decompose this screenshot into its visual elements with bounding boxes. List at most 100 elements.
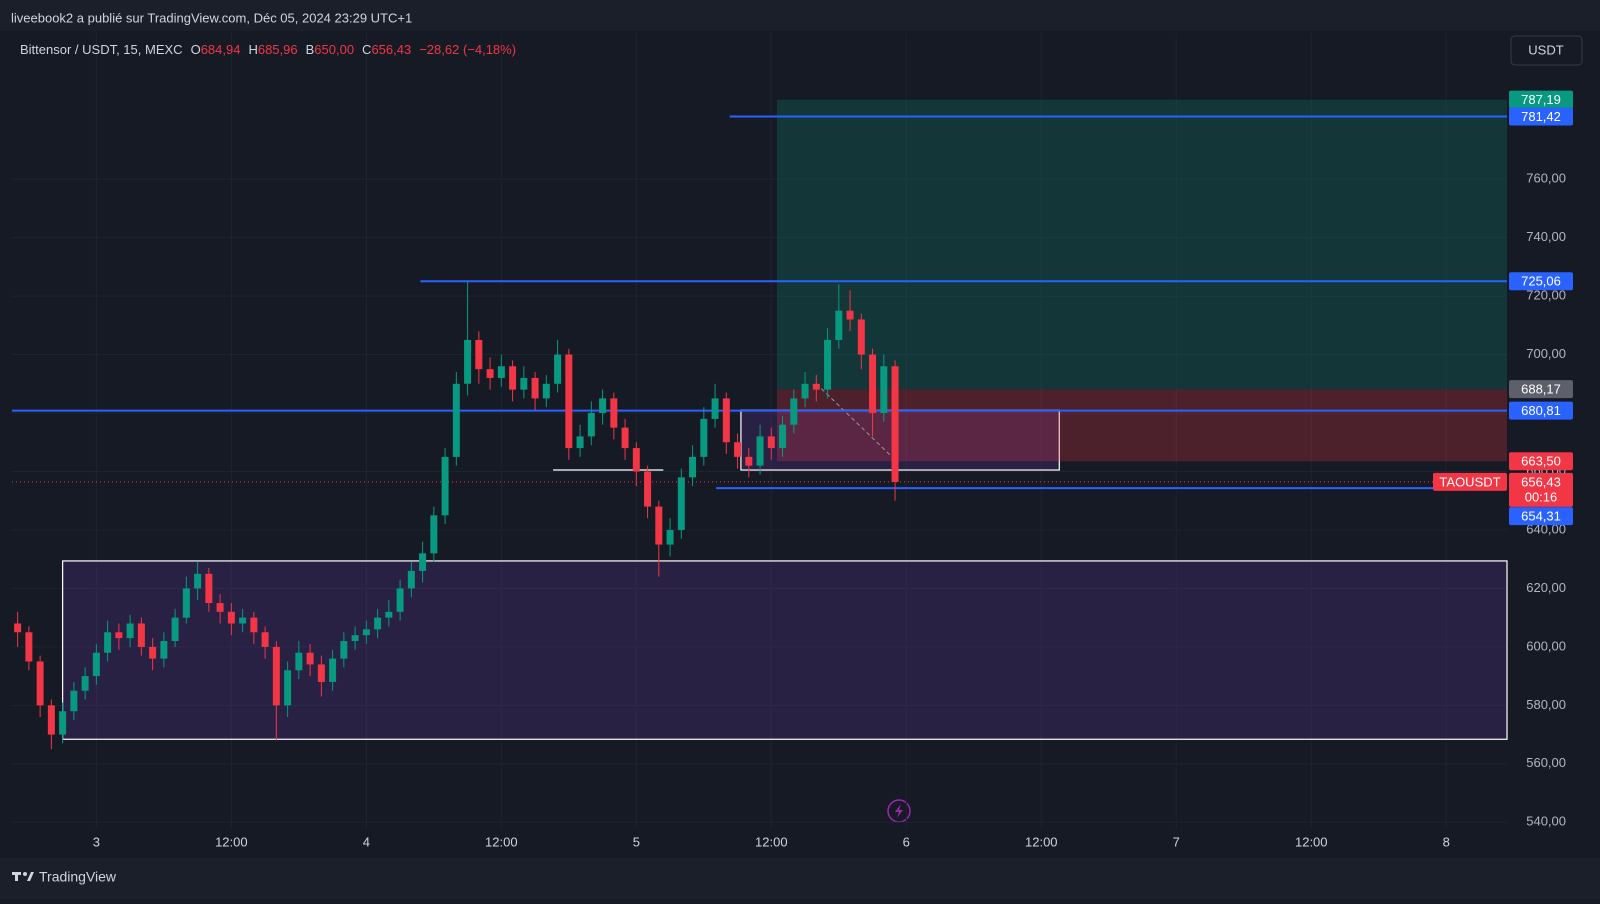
x-tick-label: 12:00 [1295, 834, 1328, 849]
y-tick-label: 540,00 [1526, 814, 1566, 829]
candle-body [194, 573, 202, 589]
entry-label: 688,17 [1521, 382, 1561, 397]
candle-body [419, 553, 427, 571]
brand-logo [12, 872, 34, 881]
candle-body [790, 398, 798, 425]
candle-body [250, 617, 258, 633]
y-tick-label: 700,00 [1526, 346, 1566, 361]
candle-body [756, 436, 764, 466]
candle-body [25, 632, 33, 662]
position-target-area [776, 99, 1507, 390]
level-tag [1509, 401, 1573, 420]
publisher: liveebook2 a publié sur TradingView.com,… [11, 10, 412, 25]
candle-body [216, 603, 224, 612]
candle-body [497, 366, 505, 378]
candle-body [239, 617, 247, 624]
trend-line [815, 383, 896, 461]
legend-value: 656,43 [371, 42, 411, 57]
candle-body [306, 652, 314, 665]
candle-body [734, 442, 742, 457]
candle-body [632, 448, 640, 472]
currency-button[interactable] [1510, 35, 1583, 66]
target-tag [1509, 90, 1573, 109]
candle-body [812, 383, 820, 390]
candle-body [59, 711, 67, 735]
level-label: 781,42 [1521, 109, 1561, 124]
legend-key: H [248, 42, 257, 57]
stop-tag [1509, 452, 1573, 471]
candle-body [644, 471, 652, 507]
candle-body [587, 413, 595, 437]
candle-body [655, 506, 663, 545]
candle-body [261, 632, 269, 647]
candle-body [362, 629, 370, 636]
candle-body [441, 456, 449, 516]
candle-body [464, 339, 472, 384]
level-label: 725,06 [1521, 274, 1561, 289]
ticker-tag [1433, 472, 1507, 491]
candle-body [565, 354, 573, 449]
candle-body [835, 310, 843, 340]
candle-body [542, 383, 550, 399]
candle-body [857, 319, 865, 355]
level-label: 654,31 [1521, 509, 1561, 524]
y-tick-label: 600,00 [1526, 638, 1566, 653]
x-tick-label: 4 [363, 834, 370, 849]
candle-body [846, 310, 854, 320]
x-tick-label: 12:00 [1025, 834, 1058, 849]
candle-body [666, 529, 674, 545]
candle-body [115, 632, 123, 639]
candle-body [891, 366, 899, 482]
candle-body [621, 427, 629, 449]
legend-key: O [191, 42, 201, 57]
candle-body [610, 398, 618, 428]
target-label: 787,19 [1521, 92, 1561, 107]
last-price-label: 656,43 [1521, 474, 1561, 489]
candle-body [509, 366, 517, 390]
x-tick-label: 12:00 [755, 834, 788, 849]
candle-body [104, 632, 112, 653]
candle-body [599, 398, 607, 414]
candle-body [722, 398, 730, 443]
candle-body [520, 377, 528, 390]
candle-body [295, 652, 303, 671]
candle-body [824, 339, 832, 390]
candle-body [700, 418, 708, 457]
candle-body [92, 652, 100, 677]
candle-body [711, 398, 719, 419]
candle-body [317, 664, 325, 682]
y-tick-label: 580,00 [1526, 697, 1566, 712]
candle-body [14, 623, 22, 633]
x-tick-label: 12:00 [215, 834, 248, 849]
entry-tag [1509, 380, 1573, 399]
candle-body [227, 611, 235, 624]
candle-body [396, 588, 404, 612]
x-tick-label: 6 [903, 834, 910, 849]
zone [62, 560, 1508, 740]
candle-body [47, 705, 55, 735]
last-price-tag [1509, 472, 1573, 507]
change: −28,62 (−4,18%) [419, 42, 516, 57]
candle-body [149, 646, 157, 659]
candle-body [689, 456, 697, 478]
candle-body [205, 573, 213, 604]
legend-key: C [362, 42, 371, 57]
stop-label: 663,50 [1521, 454, 1561, 469]
countdown: 00:16 [1525, 489, 1558, 504]
y-tick-label: 740,00 [1526, 229, 1566, 244]
legend: Bittensor / USDT, 15, MEXC O684,94 H685,96… [20, 42, 516, 57]
candle-body [554, 354, 562, 384]
level-tag [1509, 272, 1573, 291]
currency[interactable]: USDT [1528, 42, 1563, 57]
x-tick-label: 7 [1173, 834, 1180, 849]
candle-body [137, 623, 145, 647]
candle-body [126, 623, 134, 639]
legend-value: 685,96 [258, 42, 298, 57]
candle-body [70, 690, 78, 712]
x-tick-label: 3 [93, 834, 100, 849]
footer-bar [0, 858, 1600, 899]
y-tick-label: 560,00 [1526, 755, 1566, 770]
symbol: Bittensor / USDT, 15, MEXC [20, 42, 183, 57]
